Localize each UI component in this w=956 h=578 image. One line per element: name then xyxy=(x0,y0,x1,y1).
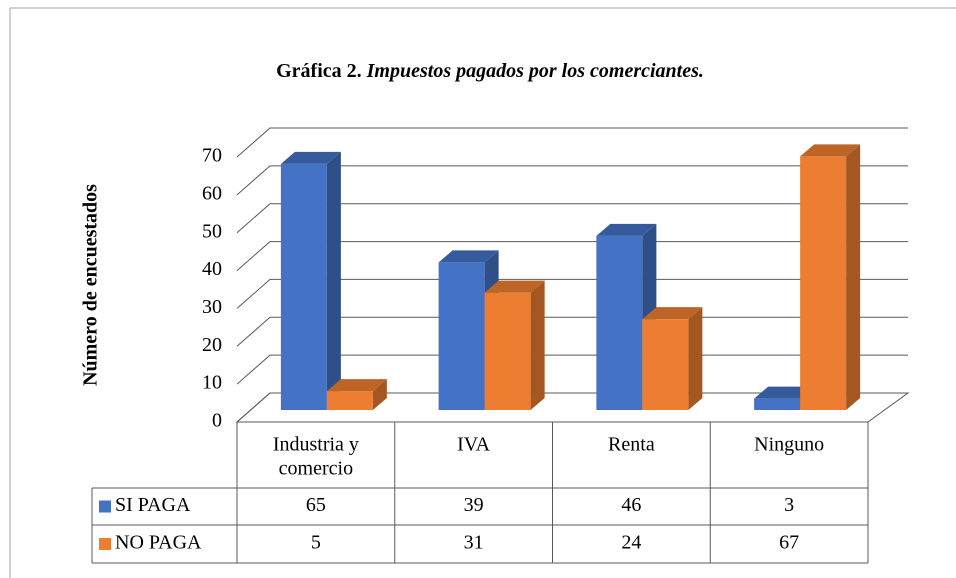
table-value: 31 xyxy=(464,532,484,554)
bar xyxy=(326,391,373,410)
chart-title: Gráfica 2. Impuestos pagados por los com… xyxy=(276,60,704,82)
y-axis-label: Número de encuestados xyxy=(80,184,102,386)
bar-top xyxy=(438,250,499,263)
y-tick-label: 40 xyxy=(202,258,222,280)
bar-side xyxy=(688,307,703,410)
title-label: Gráfica 2. xyxy=(276,60,362,82)
grid-line xyxy=(236,165,908,196)
bar-side xyxy=(372,379,387,410)
table-value: 46 xyxy=(621,494,641,516)
bar-side xyxy=(326,151,341,410)
bar-top xyxy=(484,280,545,293)
bar xyxy=(642,319,689,410)
legend-label: SI PAGA xyxy=(115,494,191,516)
bar-top xyxy=(800,144,861,157)
bar-top xyxy=(326,379,387,392)
bar xyxy=(438,262,485,410)
bar-side xyxy=(530,280,545,410)
y-tick-label: 10 xyxy=(202,372,222,394)
y-tick-label: 20 xyxy=(202,334,222,356)
y-tick-label: 0 xyxy=(212,410,222,432)
bar-top xyxy=(596,223,657,236)
legend-label: NO PAGA xyxy=(115,532,202,554)
table-value: 67 xyxy=(779,532,799,554)
bar xyxy=(280,163,327,410)
legend-swatch xyxy=(99,500,111,513)
y-tick-label: 70 xyxy=(202,145,222,167)
frame xyxy=(9,7,956,578)
grid-line xyxy=(236,127,908,158)
x-tick-label: Renta xyxy=(608,434,655,456)
x-tick-label: Industria y xyxy=(273,434,359,456)
grid-line xyxy=(236,278,908,309)
x-tick-label: IVA xyxy=(457,434,491,456)
bar xyxy=(596,235,643,410)
bar xyxy=(800,156,847,410)
table-value: 5 xyxy=(311,532,321,554)
table-value: 3 xyxy=(784,494,794,516)
title-text: Impuestos pagados por los comerciantes. xyxy=(366,60,704,82)
table-value: 24 xyxy=(621,532,641,554)
x-tick-label: comercio xyxy=(279,458,353,480)
grid-line xyxy=(236,203,908,234)
x-tick-label: Ninguno xyxy=(754,434,824,456)
bar-top xyxy=(280,151,341,164)
legend-swatch xyxy=(99,538,111,550)
bar-top xyxy=(642,307,703,320)
bar xyxy=(754,398,801,410)
grid-line xyxy=(236,241,908,271)
bar xyxy=(484,292,531,410)
table-value: 39 xyxy=(464,494,484,516)
bar-top xyxy=(754,386,815,399)
table-value: 65 xyxy=(306,494,326,516)
y-tick-label: 30 xyxy=(202,296,222,318)
bar-side xyxy=(846,144,861,410)
y-tick-label: 60 xyxy=(202,182,222,204)
y-tick-label: 50 xyxy=(202,220,222,242)
